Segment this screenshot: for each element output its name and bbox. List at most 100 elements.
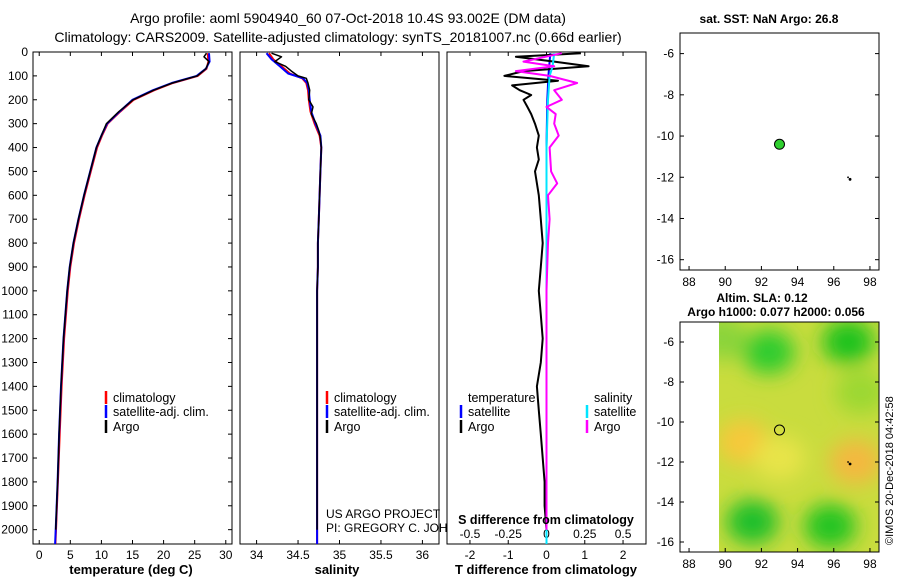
map-x-tick-label: 94 (791, 557, 805, 571)
map-x-tick-label: 88 (682, 275, 696, 289)
track-point (848, 462, 852, 466)
map-x-tick-label: 96 (827, 557, 841, 571)
sst-map-frame (679, 32, 880, 271)
map-y-tick-label: -16 (657, 535, 675, 549)
x-tick-label: 5 (67, 548, 74, 562)
map-x-tick-label: 98 (863, 275, 877, 289)
x-tick-label: -2 (465, 548, 476, 562)
sla-heatmap (719, 322, 879, 552)
x-tick-label: 25 (188, 548, 202, 562)
salinity-xlabel: salinity (315, 562, 361, 577)
x-tick-label: 20 (157, 548, 171, 562)
sla-map-title-line1: Altim. SLA: 0.12 (716, 291, 808, 305)
temperature-x-axis: 0 5 10 15 20 25 30 (36, 52, 233, 562)
sla-blob (753, 436, 806, 480)
t-diff-argo-line (503, 52, 590, 530)
sla-blob (742, 330, 795, 374)
s-difference-xlabel: S difference from climatology (458, 513, 634, 527)
track-point (848, 177, 852, 181)
x-tick-label: 0 (36, 548, 43, 562)
map-y-tick-label: -12 (657, 455, 675, 469)
legend-argo-label: Argo (334, 420, 360, 434)
depth-tick-label: 1000 (1, 284, 28, 298)
x-tick-label: 35 (333, 548, 347, 562)
legend-satellite-label: satellite-adj. clim. (334, 405, 430, 419)
legend-satellite-label: satellite-adj. clim. (113, 405, 209, 419)
depth-tick-label: 100 (8, 69, 28, 83)
map-x-tick-label: 92 (755, 275, 769, 289)
legend-climatology-label: climatology (334, 391, 397, 405)
difference-x-axis: -2 -1 0 1 2-0.5 -0.25 0 0.25 0.5 (460, 52, 632, 562)
salinity-series (265, 52, 323, 544)
depth-tick-label: 1400 (1, 379, 28, 393)
sla-map-border (679, 321, 880, 553)
sst-map-title: sat. SST: NaN Argo: 26.8 (700, 12, 839, 26)
s-diff-argo-line (514, 52, 579, 530)
s-tick-label: -0.25 (495, 527, 523, 541)
map-y-tick-label: -14 (657, 211, 675, 225)
sst-map-marks: 88 90 92 94 96 98 -6 -8 -10 -12 -14 -16 (657, 47, 879, 289)
temperature-legend: climatology satellite-adj. clim. Argo (104, 391, 209, 434)
profile-location-marker (774, 138, 785, 150)
map-y-tick-label: -6 (663, 335, 674, 349)
depth-tick-label: 1900 (1, 499, 28, 513)
depth-tick-label: 600 (8, 188, 28, 202)
depth-tick-label: 1600 (1, 427, 28, 441)
map-x-tick-label: 90 (719, 275, 733, 289)
project-annotation: US ARGO PROJECT (326, 507, 441, 521)
figure-title-line2: Climatology: CARS2009. Satellite-adjuste… (54, 29, 621, 45)
map-y-tick-label: -8 (663, 375, 674, 389)
sla-blob (719, 322, 748, 360)
depth-tick-label: 0 (21, 45, 28, 59)
profile-location-marker (774, 424, 785, 436)
depth-tick-label: 400 (8, 141, 28, 155)
x-tick-label: -1 (503, 548, 514, 562)
x-tick-label: 15 (126, 548, 140, 562)
map-y-tick-label: -14 (657, 495, 675, 509)
imos-watermark: ©IMOS 20-Dec-2018 04:42:58 (884, 396, 896, 545)
legend-t-satellite-label: satellite (468, 405, 510, 419)
sla-blob (804, 504, 857, 548)
sst-map-panel: sat. SST: NaN Argo: 26.8 88 90 92 94 96 98 -6 -… (657, 12, 880, 289)
map-x-tick-label: 94 (791, 275, 805, 289)
figure-title-line1: Argo profile: aoml 5904940_60 07-Oct-201… (130, 10, 566, 26)
depth-tick-label: 500 (8, 164, 28, 178)
depth-tick-label: 200 (8, 93, 28, 107)
difference-panel: -2 -1 0 1 2-0.5 -0.25 0 0.25 0.5 S difference fr… (446, 51, 647, 577)
depth-tick-label: 300 (8, 117, 28, 131)
salinity-legend: climatology satellite-adj. clim. Argo (325, 391, 430, 434)
s-tick-label: -0.5 (460, 527, 481, 541)
map-y-tick-label: -10 (657, 415, 675, 429)
map-x-tick-label: 92 (755, 557, 769, 571)
legend-s-argo-label: Argo (594, 420, 620, 434)
salinity-axes-frame (239, 51, 440, 545)
map-y-tick-label: -8 (663, 88, 674, 102)
legend-climatology-label: climatology (113, 391, 176, 405)
track-point (847, 176, 849, 179)
map-x-tick-label: 98 (863, 557, 877, 571)
salinity-panel: 34 34.5 35 35.5 36 salinity climatology sate… (239, 51, 482, 577)
sla-blob (726, 500, 779, 544)
map-y-tick-label: -12 (657, 170, 675, 184)
difference-series (503, 52, 590, 544)
x-tick-label: 34 (250, 548, 264, 562)
map-y-tick-label: -6 (663, 47, 674, 61)
temperature-series (54, 52, 211, 545)
t-difference-xlabel: T difference from climatology (455, 562, 638, 577)
x-tick-label: 34.5 (286, 548, 310, 562)
map-y-tick-label: -10 (657, 129, 675, 143)
depth-tick-label: 1200 (1, 332, 28, 346)
depth-tick-label: 900 (8, 260, 28, 274)
salinity-argo-line (271, 52, 323, 530)
temperature-argo-line (54, 52, 210, 530)
legend-t-argo-label: Argo (468, 420, 494, 434)
depth-tick-label: 1800 (1, 475, 28, 489)
x-tick-label: 1 (581, 548, 588, 562)
sla-heatmap-field (719, 322, 879, 548)
legend-s-satellite-label: satellite (594, 405, 636, 419)
depth-tick-label: 700 (8, 212, 28, 226)
difference-legend-temperature: temperature satellite Argo (459, 391, 535, 434)
depth-tick-label: 800 (8, 236, 28, 250)
s-tick-label: 0.25 (573, 527, 597, 541)
